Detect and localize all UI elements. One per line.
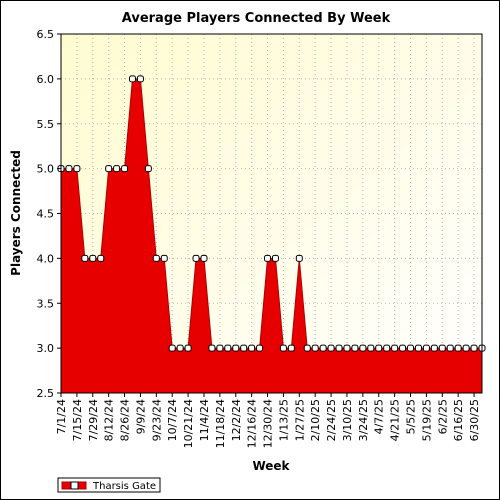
data-point <box>446 344 454 352</box>
data-point <box>81 254 89 262</box>
x-tick-label: 12/16/24 <box>246 399 259 448</box>
data-point <box>287 344 295 352</box>
data-point <box>136 75 144 83</box>
x-tick-label: 5/19/25 <box>420 399 433 441</box>
x-tick-label: 9/23/24 <box>150 399 163 441</box>
y-tick-label: 4.5 <box>37 208 55 221</box>
x-axis-label: Week <box>252 459 290 473</box>
x-tick-label: 2/10/25 <box>309 399 322 441</box>
data-point <box>192 254 200 262</box>
x-tick-label: 6/2/25 <box>436 399 449 434</box>
data-point <box>200 254 208 262</box>
data-point <box>295 254 303 262</box>
x-tick-label: 1/27/25 <box>293 399 306 441</box>
x-tick-label: 8/26/24 <box>119 399 132 441</box>
y-tick-label: 6.0 <box>37 73 55 86</box>
y-tick-label: 3.5 <box>37 297 55 310</box>
data-point <box>383 344 391 352</box>
data-point <box>407 344 415 352</box>
chart-title: Average Players Connected By Week <box>122 11 391 26</box>
data-point <box>240 344 248 352</box>
data-point <box>184 344 192 352</box>
data-point <box>73 165 81 173</box>
data-point <box>168 344 176 352</box>
y-axis: 2.5 3.0 3.5 4.0 4.5 5.0 5.5 6.0 6.5 <box>37 28 61 400</box>
x-tick-label: 11/18/24 <box>214 399 227 448</box>
data-point <box>319 344 327 352</box>
x-tick-label: 9/9/24 <box>134 399 147 434</box>
data-point <box>311 344 319 352</box>
y-axis-label: Players Connected <box>9 150 23 276</box>
data-point <box>97 254 105 262</box>
data-point <box>105 165 113 173</box>
data-point <box>224 344 232 352</box>
legend: Tharsis Gate <box>57 477 161 493</box>
y-tick-label: 6.5 <box>37 28 55 41</box>
data-point <box>454 344 462 352</box>
x-tick-label: 7/29/24 <box>87 399 100 441</box>
x-tick-label: 3/10/25 <box>341 399 354 441</box>
legend-marker <box>70 481 79 490</box>
data-point <box>248 344 256 352</box>
x-tick-label: 7/1/24 <box>55 399 68 434</box>
data-point <box>391 344 399 352</box>
x-tick-label: 6/30/25 <box>468 399 481 441</box>
data-point <box>303 344 311 352</box>
series-markers <box>57 75 486 352</box>
data-point <box>422 344 430 352</box>
x-tick-label: 10/21/24 <box>182 399 195 448</box>
x-tick-label: 2/24/25 <box>325 399 338 441</box>
data-point <box>160 254 168 262</box>
x-tick-label: 3/24/25 <box>357 399 370 441</box>
x-tick-label: 12/2/24 <box>230 399 243 441</box>
x-tick-label: 1/13/25 <box>277 399 290 441</box>
x-tick-label: 7/15/24 <box>71 399 84 441</box>
y-tick-label: 4.0 <box>37 252 55 265</box>
data-point <box>144 165 152 173</box>
data-point <box>470 344 478 352</box>
data-point <box>176 344 184 352</box>
y-tick-label: 5.5 <box>37 118 55 131</box>
data-point <box>375 344 383 352</box>
data-point <box>216 344 224 352</box>
data-point <box>65 165 73 173</box>
y-tick-label: 3.0 <box>37 342 55 355</box>
data-point <box>335 344 343 352</box>
y-tick-label: 2.5 <box>37 387 55 400</box>
data-point <box>271 254 279 262</box>
data-point <box>113 165 121 173</box>
data-point <box>279 344 287 352</box>
data-point <box>430 344 438 352</box>
data-point <box>256 344 264 352</box>
data-point <box>367 344 375 352</box>
data-point <box>232 344 240 352</box>
x-tick-label: 10/7/24 <box>166 399 179 441</box>
data-point <box>121 165 129 173</box>
data-point <box>462 344 470 352</box>
data-point <box>128 75 136 83</box>
data-point <box>343 344 351 352</box>
x-tick-label: 12/30/24 <box>262 399 275 448</box>
data-point <box>327 344 335 352</box>
x-tick-label: 4/7/25 <box>373 399 386 434</box>
x-tick-label: 4/21/25 <box>389 399 402 441</box>
data-point <box>264 254 272 262</box>
data-point <box>414 344 422 352</box>
data-point <box>351 344 359 352</box>
data-point <box>208 344 216 352</box>
x-tick-label: 5/5/25 <box>405 399 418 434</box>
y-tick-label: 5.0 <box>37 163 55 176</box>
x-tick-label: 11/4/24 <box>198 399 211 441</box>
data-point <box>399 344 407 352</box>
legend-label: Tharsis Gate <box>92 481 156 492</box>
x-axis: 7/1/24 7/15/24 7/29/24 8/12/24 8/26/24 9/9/24… <box>55 393 481 448</box>
data-point <box>438 344 446 352</box>
x-tick-label: 6/16/25 <box>452 399 465 441</box>
data-point <box>359 344 367 352</box>
x-tick-label: 8/12/24 <box>103 399 116 441</box>
data-point <box>152 254 160 262</box>
data-point <box>89 254 97 262</box>
